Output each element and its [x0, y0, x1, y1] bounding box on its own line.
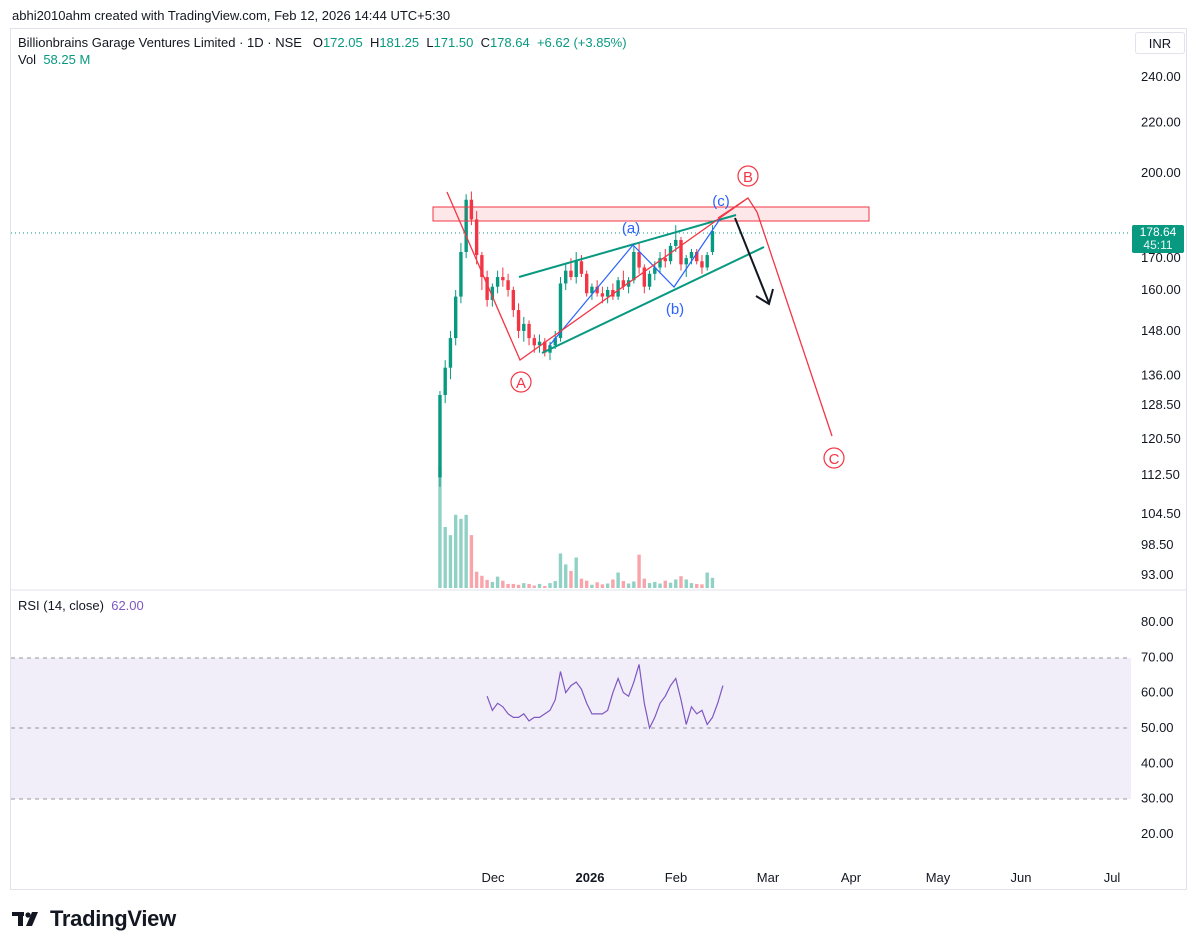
volume-label: Vol: [18, 52, 37, 67]
volume-legend: Vol 58.25 M: [18, 52, 90, 67]
last-price-tag: 178.64 45:11: [1132, 225, 1184, 253]
last-price-value: 178.64: [1139, 225, 1177, 239]
open-label: O: [312, 35, 323, 50]
rsi-legend: RSI (14, close) 62.00: [18, 598, 144, 613]
low-value: 171.50: [433, 35, 474, 50]
ohlc-legend: Billionbrains Garage Ventures Limited · …: [18, 35, 627, 50]
bar-countdown: 45:11: [1143, 238, 1173, 252]
symbol-title[interactable]: Billionbrains Garage Ventures Limited · …: [18, 35, 302, 50]
chart-frame[interactable]: [10, 28, 1187, 890]
rsi-value: 62.00: [111, 598, 144, 613]
volume-value: 58.25 M: [43, 52, 91, 67]
low-label: L: [426, 35, 434, 50]
high-label: H: [369, 35, 380, 50]
rsi-label[interactable]: RSI (14, close): [18, 598, 104, 613]
attribution-text: abhi2010ahm created with TradingView.com…: [12, 8, 451, 23]
currency-button[interactable]: INR: [1135, 32, 1185, 54]
brand-name: TradingView: [50, 906, 176, 931]
open-value: 172.05: [322, 35, 363, 50]
tradingview-logo[interactable]: TradingView: [12, 906, 176, 932]
high-value: 181.25: [379, 35, 420, 50]
change-value: +6.62 (+3.85%): [536, 35, 627, 50]
close-label: C: [480, 35, 490, 50]
tradingview-logo-icon: [12, 912, 38, 926]
close-value: 178.64: [489, 35, 530, 50]
